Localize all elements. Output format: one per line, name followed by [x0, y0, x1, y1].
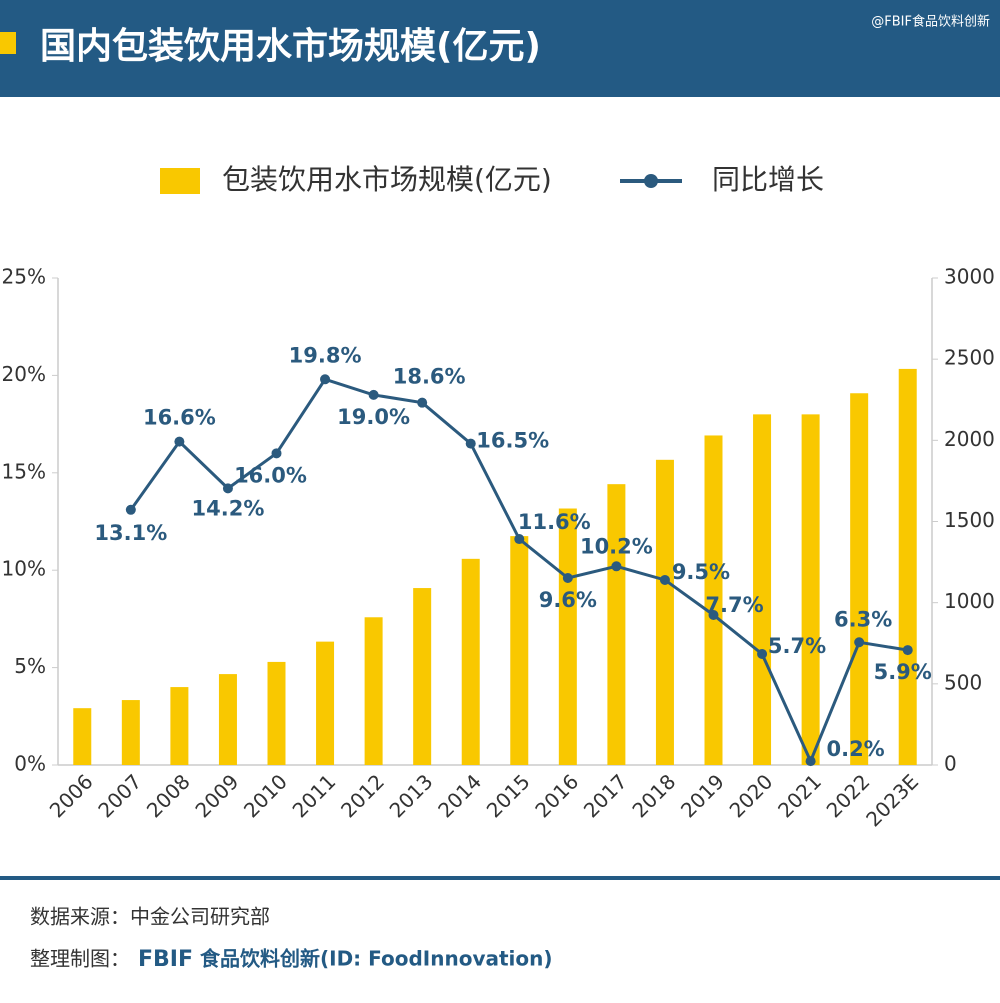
legend-swatch-dot: [644, 174, 658, 188]
x-tick-label: 2021: [773, 769, 826, 822]
x-tick-label: 2016: [530, 769, 583, 822]
y-tick-label: 5%: [14, 654, 46, 678]
data-label: 18.6%: [393, 365, 466, 389]
data-label: 5.9%: [874, 660, 932, 684]
data-label: 9.5%: [672, 560, 730, 584]
source: 数据来源：中金公司研究部: [30, 905, 270, 929]
y-tick-label: 10%: [2, 557, 46, 581]
x-tick-label: 2014: [433, 769, 486, 822]
data-label: 10.2%: [580, 534, 653, 558]
x-tick-label: 2006: [45, 769, 98, 822]
x-tick-label: 2023E: [861, 769, 923, 831]
bar: [510, 536, 529, 765]
x-tick-label: 2018: [627, 769, 680, 822]
y-tick-label: 0%: [14, 752, 46, 776]
y2-tick-label: 2500: [944, 346, 995, 370]
data-label: 5.7%: [768, 634, 826, 658]
line-point: [902, 645, 913, 656]
x-tick-label: 2017: [579, 769, 632, 822]
line-point: [757, 648, 768, 659]
x-tick-label: 2020: [725, 769, 778, 822]
bar: [801, 414, 820, 765]
line-point: [222, 483, 233, 494]
data-label: 0.2%: [826, 737, 884, 761]
legend-label: 同比增长: [712, 163, 824, 196]
data-label: 9.6%: [539, 588, 597, 612]
data-label: 16.0%: [234, 463, 307, 487]
bar: [364, 617, 383, 765]
data-label: 7.7%: [705, 593, 763, 617]
credit-brand: FBIF: [138, 947, 193, 972]
x-tick-label: 2019: [676, 769, 729, 822]
line-point: [417, 397, 428, 408]
line-point: [854, 637, 865, 648]
x-tick-label: 2007: [93, 769, 146, 822]
line-point: [805, 756, 816, 767]
bar: [753, 414, 772, 765]
bar: [898, 368, 917, 765]
y2-tick-label: 500: [944, 670, 982, 694]
legend-swatch: [160, 168, 200, 194]
line-point: [320, 374, 331, 385]
bar: [413, 588, 432, 765]
line-point: [562, 572, 573, 583]
bar: [704, 435, 723, 765]
bar: [655, 459, 674, 765]
line-point: [611, 561, 622, 572]
bar: [316, 641, 335, 765]
data-label: 16.5%: [476, 429, 549, 453]
data-label: 6.3%: [834, 607, 892, 631]
data-label: 11.6%: [518, 510, 591, 534]
chart-title: 国内包装饮用水市场规模(亿元): [40, 26, 541, 67]
x-tick-label: 2011: [288, 769, 341, 822]
bar: [218, 674, 237, 765]
y2-tick-label: 1000: [944, 589, 995, 613]
bar: [267, 661, 286, 765]
footer-rule: [0, 876, 1000, 880]
data-label: 14.2%: [192, 496, 265, 520]
x-tick-label: 2012: [336, 769, 389, 822]
data-label: 19.0%: [337, 405, 410, 429]
y2-tick-label: 1500: [944, 508, 995, 532]
line-point: [514, 534, 525, 545]
line-point: [659, 574, 670, 585]
line-point: [368, 389, 379, 400]
x-tick-label: 2015: [482, 769, 535, 822]
credit-text: 食品饮料创新(ID: FoodInnovation): [200, 947, 553, 971]
y-tick-label: 25%: [2, 265, 46, 289]
bar: [121, 700, 140, 765]
x-tick-label: 2013: [385, 769, 438, 822]
line-point: [708, 610, 719, 621]
data-label: 19.8%: [289, 343, 362, 367]
y-tick-label: 20%: [2, 362, 46, 386]
y2-tick-label: 2000: [944, 427, 995, 451]
data-label: 13.1%: [94, 521, 167, 545]
header-accent: [0, 32, 16, 54]
bar: [558, 508, 577, 765]
bar: [850, 393, 869, 765]
data-label: 16.6%: [143, 406, 216, 430]
watermark: @FBIF食品饮料创新: [871, 14, 990, 30]
x-tick-label: 2010: [239, 769, 292, 822]
x-tick-label: 2008: [142, 769, 195, 822]
legend-label: 包装饮用水市场规模(亿元): [222, 163, 552, 196]
line-point: [271, 448, 282, 459]
line-point: [125, 504, 136, 515]
y-tick-label: 15%: [2, 459, 46, 483]
bar: [461, 558, 480, 765]
line-point: [174, 436, 185, 447]
y2-tick-label: 0: [944, 752, 957, 776]
bar: [607, 484, 626, 765]
bar: [170, 687, 189, 765]
y2-tick-label: 3000: [944, 265, 995, 289]
x-tick-label: 2009: [190, 769, 243, 822]
line-point: [465, 438, 476, 449]
credit-prefix: 整理制图：: [30, 947, 130, 971]
bar: [73, 708, 92, 765]
header-band: [0, 0, 1000, 97]
